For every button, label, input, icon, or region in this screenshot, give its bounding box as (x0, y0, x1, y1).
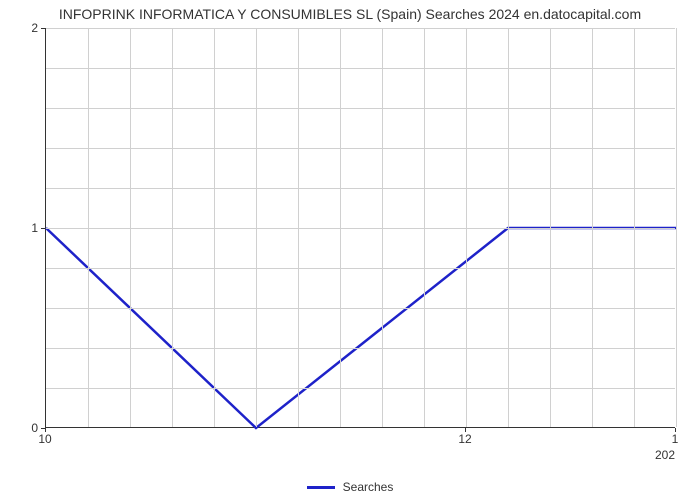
grid-line-h-minor (46, 308, 675, 309)
y-tick-label: 2 (31, 21, 38, 35)
y-tick-mark (41, 28, 45, 29)
grid-line-v-minor (130, 28, 131, 427)
chart-container: INFOPRINK INFORMATICA Y CONSUMIBLES SL (… (0, 0, 700, 500)
grid-line-h-minor (46, 268, 675, 269)
x-tick-label: 10 (38, 432, 51, 446)
grid-line-h-minor (46, 108, 675, 109)
grid-line-v-minor (634, 28, 635, 427)
grid-line-h-minor (46, 388, 675, 389)
grid-line-v-minor (424, 28, 425, 427)
x-axis-sub-label: 202 (655, 448, 675, 462)
legend-swatch (307, 486, 335, 489)
grid-line-h-minor (46, 68, 675, 69)
x-tick-label: 1 (672, 432, 679, 446)
grid-line-v-minor (298, 28, 299, 427)
grid-line-v-minor (592, 28, 593, 427)
grid-line-h (46, 28, 675, 29)
grid-line-v-minor (88, 28, 89, 427)
grid-line-v-minor (340, 28, 341, 427)
grid-line-h-minor (46, 348, 675, 349)
grid-line-h-minor (46, 148, 675, 149)
grid-line-v-minor (214, 28, 215, 427)
y-tick-mark (41, 228, 45, 229)
grid-line-v (256, 28, 257, 427)
grid-line-v-minor (508, 28, 509, 427)
grid-line-v-minor (382, 28, 383, 427)
grid-line-v (676, 28, 677, 427)
grid-line-v-minor (550, 28, 551, 427)
chart-title: INFOPRINK INFORMATICA Y CONSUMIBLES SL (… (0, 6, 700, 22)
grid-line-v (466, 28, 467, 427)
y-tick-label: 1 (31, 221, 38, 235)
x-tick-label: 12 (458, 432, 471, 446)
legend-label: Searches (343, 480, 394, 494)
plot-area (45, 28, 675, 428)
grid-line-h (46, 228, 675, 229)
grid-line-h-minor (46, 188, 675, 189)
y-tick-label: 0 (31, 421, 38, 435)
grid-line-v-minor (172, 28, 173, 427)
series-polyline (46, 228, 676, 428)
legend: Searches (0, 480, 700, 494)
